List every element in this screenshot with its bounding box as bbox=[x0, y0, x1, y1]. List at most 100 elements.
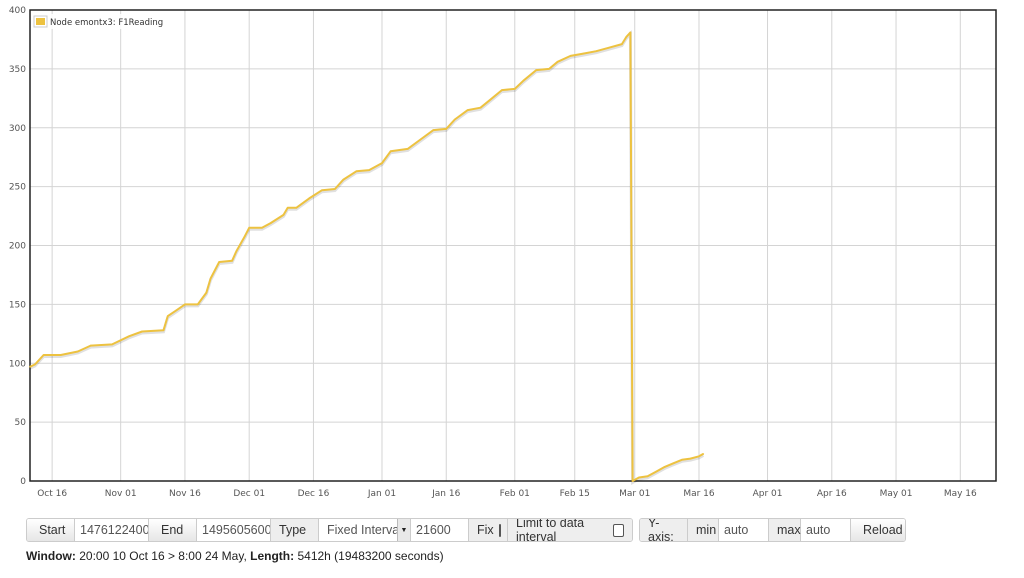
data-point[interactable] bbox=[381, 162, 383, 164]
time-window-group: Start 1476122400 End 1495605600 Type Fix… bbox=[26, 518, 633, 542]
data-point[interactable] bbox=[42, 354, 45, 356]
end-field[interactable]: 1495605600 bbox=[197, 519, 271, 541]
data-point[interactable] bbox=[479, 106, 482, 109]
data-point[interactable] bbox=[454, 118, 456, 121]
data-point[interactable] bbox=[244, 235, 246, 237]
data-point[interactable] bbox=[514, 88, 516, 90]
data-point[interactable] bbox=[432, 129, 435, 131]
data-point[interactable] bbox=[355, 170, 358, 173]
plot-border bbox=[29, 9, 997, 482]
window-label: Window: bbox=[26, 549, 76, 563]
data-point[interactable] bbox=[629, 31, 632, 34]
data-point[interactable] bbox=[334, 188, 336, 190]
data-point[interactable] bbox=[389, 150, 392, 153]
toolbar: Start 1476122400 End 1495605600 Type Fix… bbox=[26, 518, 912, 542]
data-point[interactable] bbox=[231, 260, 233, 262]
data-point[interactable] bbox=[162, 329, 165, 332]
data-point[interactable] bbox=[34, 363, 36, 366]
y-tick-label: 200 bbox=[9, 242, 26, 252]
data-point[interactable] bbox=[141, 330, 143, 333]
chevron-down-icon[interactable]: ▼ bbox=[397, 519, 410, 541]
data-point[interactable] bbox=[205, 291, 208, 294]
data-point[interactable] bbox=[419, 138, 422, 141]
data-point[interactable] bbox=[59, 354, 62, 356]
data-point[interactable] bbox=[655, 470, 657, 473]
data-point[interactable] bbox=[282, 214, 285, 216]
data-point[interactable] bbox=[209, 277, 212, 280]
x-tick-label: Nov 01 bbox=[105, 489, 137, 499]
data-point[interactable] bbox=[689, 457, 692, 460]
max-label: max bbox=[769, 519, 801, 541]
data-point[interactable] bbox=[128, 335, 130, 338]
data-point[interactable] bbox=[445, 128, 448, 130]
data-point[interactable] bbox=[556, 61, 559, 63]
data-point[interactable] bbox=[698, 455, 700, 458]
data-point[interactable] bbox=[218, 261, 220, 263]
data-point[interactable] bbox=[548, 68, 550, 70]
length-value: 5412h (19483200 seconds) bbox=[297, 549, 444, 563]
data-point[interactable] bbox=[595, 50, 597, 52]
data-point[interactable] bbox=[321, 189, 323, 191]
data-point[interactable] bbox=[197, 303, 199, 306]
data-point[interactable] bbox=[406, 148, 409, 150]
data-point[interactable] bbox=[184, 303, 186, 306]
data-point[interactable] bbox=[501, 89, 503, 91]
data-point[interactable] bbox=[29, 366, 31, 368]
data-point[interactable] bbox=[368, 169, 370, 171]
data-point[interactable] bbox=[466, 109, 469, 111]
series-line[interactable] bbox=[29, 31, 704, 482]
data-point[interactable] bbox=[342, 178, 345, 181]
data-point[interactable] bbox=[646, 475, 649, 478]
fix-label: Fix bbox=[477, 523, 494, 537]
start-field[interactable]: 1476122400 bbox=[75, 519, 149, 541]
data-point[interactable] bbox=[672, 462, 675, 465]
end-button[interactable]: End bbox=[149, 519, 197, 541]
data-point[interactable] bbox=[582, 52, 585, 55]
interval-field[interactable]: 21600 bbox=[411, 519, 469, 541]
window-value: 20:00 10 Oct 16 > 8:00 24 May, bbox=[79, 549, 247, 563]
legend-background bbox=[32, 14, 156, 29]
data-point[interactable] bbox=[286, 207, 289, 209]
data-point[interactable] bbox=[308, 197, 311, 200]
data-point[interactable] bbox=[111, 343, 113, 346]
y-tick-label: 300 bbox=[9, 124, 26, 134]
data-point[interactable] bbox=[89, 344, 92, 347]
data-point[interactable] bbox=[663, 466, 666, 468]
fix-option: Fix bbox=[469, 519, 508, 541]
data-point[interactable] bbox=[295, 207, 298, 209]
data-point[interactable] bbox=[535, 69, 537, 71]
type-select-value: Fixed Interval bbox=[327, 523, 403, 537]
data-point[interactable] bbox=[269, 222, 272, 224]
data-point[interactable] bbox=[261, 227, 263, 229]
type-label: Type bbox=[271, 519, 319, 541]
data-point[interactable] bbox=[522, 79, 525, 82]
data-point[interactable] bbox=[77, 350, 79, 353]
data-point[interactable] bbox=[681, 459, 683, 461]
min-field[interactable]: auto bbox=[719, 519, 769, 541]
start-button[interactable]: Start bbox=[27, 519, 75, 541]
x-tick-label: Dec 16 bbox=[298, 489, 330, 499]
type-select[interactable]: Fixed Interval ▼ bbox=[319, 519, 411, 541]
fix-checkbox[interactable] bbox=[498, 523, 501, 537]
data-point[interactable] bbox=[608, 46, 610, 49]
data-point[interactable] bbox=[488, 99, 490, 102]
limit-option: Limit to data interval bbox=[508, 519, 632, 541]
series-layer[interactable] bbox=[29, 29, 705, 486]
x-tick-label: Feb 15 bbox=[560, 489, 590, 499]
y-axis-group: Y-axis: min auto max auto Reload bbox=[639, 518, 906, 542]
data-point[interactable] bbox=[175, 309, 178, 312]
data-point[interactable] bbox=[625, 36, 627, 38]
reload-button[interactable]: Reload bbox=[851, 519, 905, 541]
data-point[interactable] bbox=[702, 453, 705, 455]
data-point[interactable] bbox=[167, 315, 169, 317]
chart[interactable]: Oct 16 Nov 01 Nov 16 Dec 01 Dec 16 Jan 01 Jan … bbox=[0, 0, 1024, 512]
y-tick-label: 50 bbox=[15, 418, 27, 428]
data-point[interactable] bbox=[235, 250, 238, 253]
data-point[interactable] bbox=[248, 227, 250, 229]
data-point[interactable] bbox=[621, 43, 623, 45]
data-point[interactable] bbox=[631, 480, 634, 482]
limit-checkbox[interactable] bbox=[612, 523, 624, 537]
max-field[interactable]: auto bbox=[801, 519, 851, 541]
data-point[interactable] bbox=[569, 55, 572, 57]
data-point[interactable] bbox=[638, 476, 640, 479]
